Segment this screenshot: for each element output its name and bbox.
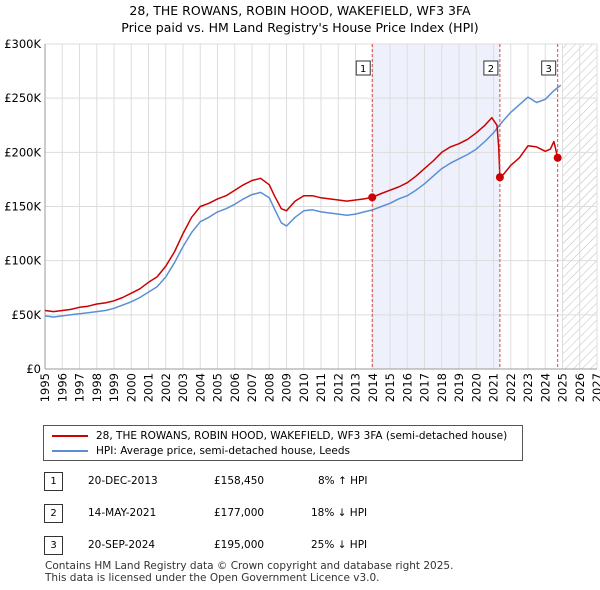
x-tick-label: 2018 [435, 373, 449, 402]
x-tick-label: 2009 [280, 373, 294, 402]
x-tick-label: 2019 [452, 373, 466, 402]
x-tick-label: 2004 [193, 373, 207, 402]
legend-swatch-hpi [52, 450, 88, 452]
sale-point [368, 193, 377, 202]
x-tick-label: 2026 [573, 373, 587, 402]
x-tick-label: 1998 [90, 373, 104, 402]
sale-point [553, 153, 562, 162]
sale-hpi-diff: 18% ↓ HPI [311, 507, 368, 519]
legend-swatch-property [52, 435, 88, 437]
sale-hpi-diff: 25% ↓ HPI [311, 539, 368, 551]
y-tick-label: £0 [26, 362, 41, 376]
x-tick-label: 2006 [228, 373, 242, 402]
x-tick-label: 2001 [142, 373, 156, 402]
table-row: 1 20-DEC-2013 £158,450 8% ↑ HPI [44, 472, 564, 504]
x-tick-label: 2022 [504, 373, 518, 402]
x-tick-label: 2007 [245, 373, 259, 402]
footer-licence: This data is licensed under the Open Gov… [45, 572, 380, 584]
sale-number-badge: 2 [44, 504, 63, 523]
footer: Contains HM Land Registry data © Crown c… [45, 560, 453, 584]
y-tick-label: £150K [4, 200, 41, 214]
x-tick-label: 2015 [383, 373, 397, 402]
x-tick-label: 1996 [55, 373, 69, 402]
property-price-line [44, 116, 559, 313]
sales-table: 1 20-DEC-2013 £158,450 8% ↑ HPI 2 14-MAY… [44, 472, 564, 568]
x-tick-label: 1999 [107, 373, 121, 402]
price-chart: £0 £50K £100K £150K £200K £250K £300K 1995 1996 1… [4, 37, 600, 402]
hpi-line [44, 84, 562, 318]
x-tick-label: 2020 [469, 373, 483, 402]
sale-price: £158,450 [214, 475, 265, 487]
sale-date: 20-DEC-2013 [88, 475, 158, 487]
x-tick-label: 2012 [331, 373, 345, 402]
x-tick-label: 2010 [297, 373, 311, 402]
legend-label-hpi: HPI: Average price, semi-detached house,… [96, 445, 350, 457]
x-tick-label: 2011 [314, 373, 328, 402]
sale-label-box [483, 60, 499, 76]
sale-label-number: 3 [545, 64, 551, 75]
sale-price: £177,000 [214, 507, 265, 519]
x-tick-label: 1995 [38, 373, 52, 402]
x-tick-label: 2000 [124, 373, 138, 402]
table-row: 3 20-SEP-2024 £195,000 25% ↓ HPI [44, 536, 564, 568]
x-tick-label: 2016 [400, 373, 414, 402]
sale-label-box [541, 60, 557, 76]
y-tick-label: £100K [4, 254, 41, 268]
chart-legend: 28, THE ROWANS, ROBIN HOOD, WAKEFIELD, W… [43, 425, 523, 461]
x-tick-label: 2017 [418, 373, 432, 402]
sale-label-number: 2 [488, 64, 494, 75]
table-row: 2 14-MAY-2021 £177,000 18% ↓ HPI [44, 504, 564, 536]
sale-date: 14-MAY-2021 [88, 507, 157, 519]
sale-point [495, 173, 504, 182]
sale-hpi-diff: 8% ↑ HPI [318, 475, 368, 487]
chart-subtitle: Price paid vs. HM Land Registry's House … [121, 20, 479, 35]
footer-copyright: Contains HM Land Registry data © Crown c… [45, 560, 454, 572]
x-tick-label: 2024 [538, 373, 552, 402]
chart-title: 28, THE ROWANS, ROBIN HOOD, WAKEFIELD, W… [129, 3, 471, 18]
x-tick-label: 1997 [73, 373, 87, 402]
legend-label-property: 28, THE ROWANS, ROBIN HOOD, WAKEFIELD, W… [96, 430, 508, 442]
sale-date: 20-SEP-2024 [88, 539, 156, 551]
y-tick-label: £300K [4, 37, 41, 51]
x-tick-label: 2014 [366, 373, 380, 402]
x-tick-label: 2021 [487, 373, 501, 402]
legend-item-hpi: HPI: Average price, semi-detached house,… [52, 444, 350, 458]
sale-number-badge: 1 [44, 472, 63, 491]
y-tick-label: £200K [4, 145, 41, 159]
legend-item-property: 28, THE ROWANS, ROBIN HOOD, WAKEFIELD, W… [52, 429, 507, 443]
x-tick-label: 2023 [521, 373, 535, 402]
sale-label-box [355, 60, 371, 76]
x-tick-label: 2025 [556, 373, 570, 402]
sale-price: £195,000 [214, 539, 265, 551]
x-tick-label: 2003 [176, 373, 190, 402]
y-tick-label: £50K [12, 308, 42, 322]
sale-number-badge: 3 [44, 536, 63, 555]
y-tick-label: £250K [4, 91, 41, 105]
x-tick-label: 2008 [262, 373, 276, 402]
x-tick-label: 2013 [349, 373, 363, 402]
x-tick-label: 2027 [590, 373, 600, 402]
x-tick-label: 2005 [211, 373, 225, 402]
sale-label-number: 1 [360, 64, 366, 75]
x-tick-label: 2002 [159, 373, 173, 402]
